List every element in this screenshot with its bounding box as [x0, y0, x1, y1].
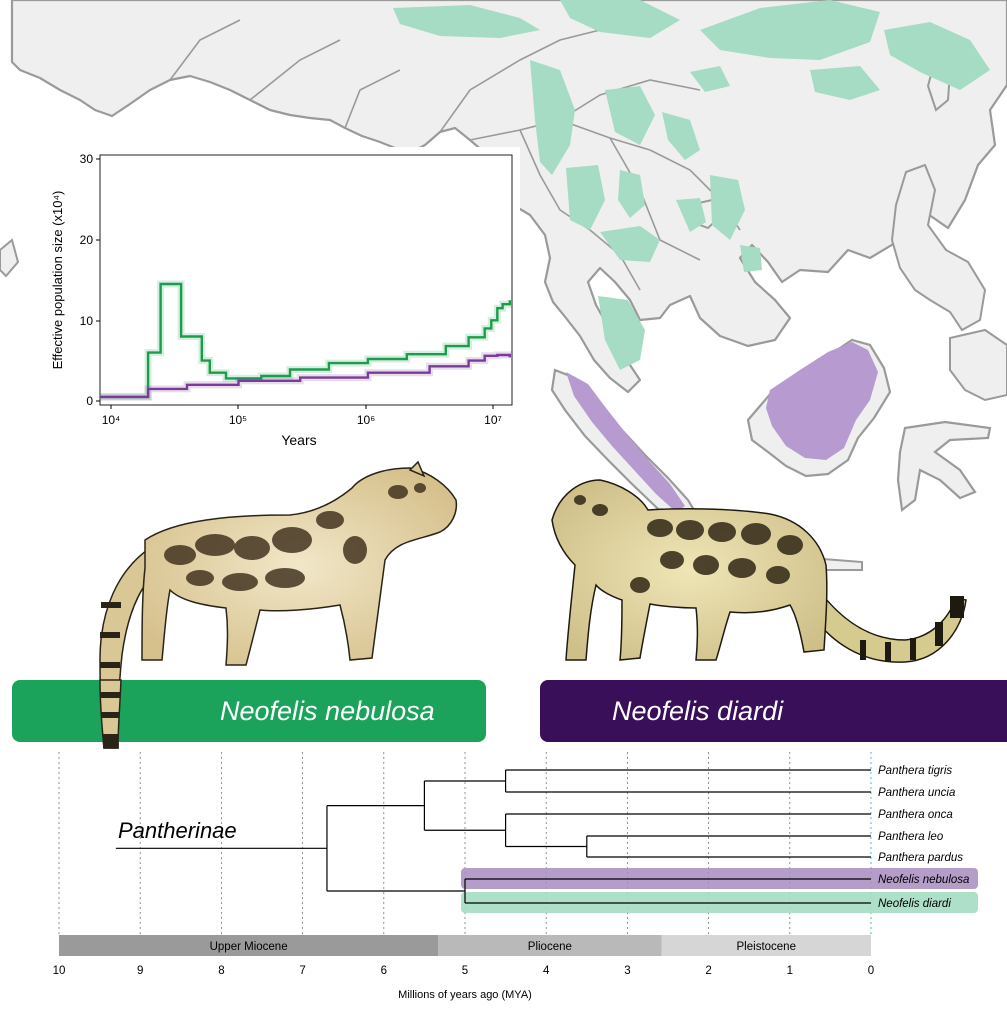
x-tick-1e4: 10⁴ — [102, 413, 121, 427]
small-island — [0, 238, 20, 278]
philippines — [890, 163, 987, 332]
psmc-series — [100, 280, 512, 401]
tree-gridlines — [58, 752, 872, 935]
psmc-series-1-line — [100, 353, 511, 399]
psmc-plot: Effective population size (x10⁴) Years 0… — [50, 147, 520, 450]
diardi-range — [566, 342, 878, 512]
x-tick-1e6: 10⁶ — [357, 413, 375, 427]
nebulosa-body — [141, 467, 458, 666]
y-tick-10: 10 — [80, 314, 94, 328]
neofelis-diardi-illustration — [551, 479, 967, 663]
phylogenetic-tree: Pantherinae Panthera tigris Panthera unci… — [53, 752, 978, 1001]
nebulosa-banner-label: Neofelis nebulosa — [220, 695, 435, 726]
psmc-xlabel: Years — [281, 432, 316, 448]
taxon-labels: Panthera tigris Panthera uncia Panthera on… — [878, 765, 969, 910]
epoch-band — [59, 935, 439, 956]
tree-branches — [115, 769, 871, 904]
taxon-label: Neofelis diardi — [878, 898, 951, 910]
time-axis-tick: 2 — [705, 965, 711, 977]
psmc-series-0-line — [100, 282, 511, 399]
mindanao — [949, 328, 1007, 402]
nebulosa-clouds — [164, 483, 426, 591]
x-tick-1e5: 10⁵ — [229, 413, 247, 427]
nebulosa-banner: Neofelis nebulosa — [12, 680, 486, 742]
x-tick-1e7: 10⁷ — [484, 413, 502, 427]
time-axis-label: Millions of years ago (MYA) — [398, 989, 532, 1001]
taxon-label: Panthera uncia — [878, 787, 955, 799]
sulawesi — [896, 420, 992, 513]
nebulosa-range — [393, 0, 990, 370]
psmc-background — [54, 147, 520, 450]
time-axis-tick: 1 — [787, 965, 793, 977]
epoch-label: Pleistocene — [737, 941, 796, 953]
time-axis-tick: 5 — [462, 965, 468, 977]
time-axis-ticks: 10 9 8 7 6 5 4 3 2 1 0 — [53, 965, 875, 977]
epoch-band — [661, 935, 871, 956]
time-axis-tick: 3 — [624, 965, 630, 977]
country-borders — [169, 19, 741, 291]
nebulosa-ear — [408, 460, 426, 478]
epoch-band — [438, 935, 662, 956]
time-axis-tick: 9 — [137, 965, 143, 977]
epoch-label: Upper Miocene — [210, 941, 288, 953]
psmc-ylabel: Effective population size (x10⁴) — [50, 191, 65, 370]
psmc-x-ticks: 10⁴ 10⁵ 10⁶ 10⁷ — [102, 405, 502, 427]
psmc-y-ticks: 0 10 20 30 — [80, 152, 100, 408]
diardi-tail-bands — [860, 596, 964, 662]
mainland-asia — [10, 0, 1007, 394]
diardi-tail — [804, 583, 967, 663]
y-tick-20: 20 — [80, 233, 94, 247]
taxon-label: Panthera pardus — [878, 852, 963, 864]
time-axis-tick: 0 — [868, 965, 874, 977]
taxon-label: Panthera tigris — [878, 765, 952, 777]
y-tick-0: 0 — [86, 394, 93, 408]
epoch-bar: Upper Miocene Pliocene Pleistocene — [59, 935, 871, 956]
diardi-banner-label: Neofelis diardi — [612, 695, 784, 726]
taxon-label: Panthera onca — [878, 809, 953, 821]
taxon-label: Panthera leo — [878, 831, 944, 843]
epoch-label: Pliocene — [528, 941, 572, 953]
taxon-label: Neofelis nebulosa — [878, 874, 969, 886]
diardi-clouds — [574, 495, 803, 593]
time-axis-tick: 10 — [53, 965, 66, 977]
time-axis-tick: 4 — [543, 965, 550, 977]
time-axis-tick: 8 — [218, 965, 224, 977]
time-axis-tick: 6 — [381, 965, 387, 977]
y-tick-30: 30 — [80, 152, 94, 166]
psmc-frame — [99, 154, 513, 406]
diardi-banner: Neofelis diardi — [540, 680, 1007, 742]
time-axis-tick: 7 — [299, 965, 305, 977]
pantherinae-label: Pantherinae — [118, 818, 237, 843]
